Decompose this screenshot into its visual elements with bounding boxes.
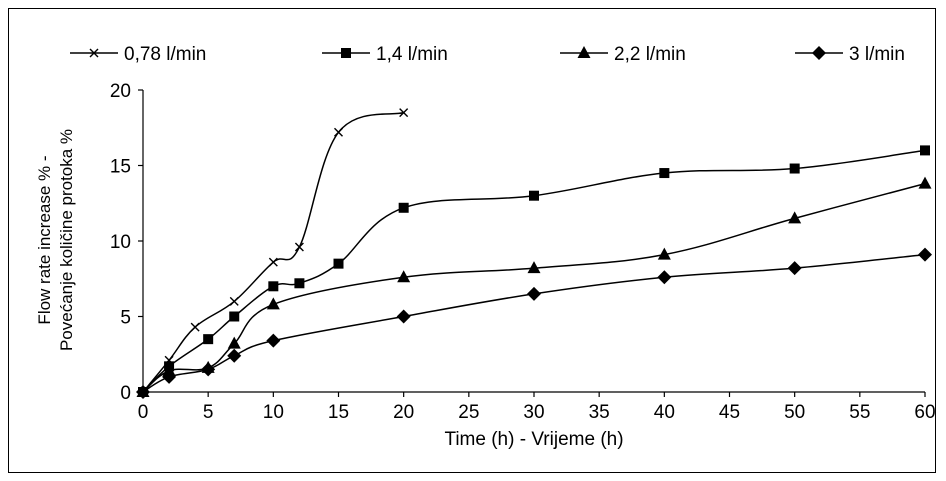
data-point <box>527 286 541 301</box>
x-tick-label: 15 <box>328 402 349 423</box>
data-point <box>918 176 932 189</box>
legend-item: 3 l/min <box>795 44 905 65</box>
data-point <box>294 242 304 252</box>
data-point <box>398 202 409 213</box>
data-point <box>659 168 670 179</box>
data-point <box>397 270 411 283</box>
data-point <box>266 297 280 310</box>
series-lines <box>142 111 926 393</box>
data-point <box>334 127 343 137</box>
legend-marker <box>341 48 351 58</box>
data-point <box>529 190 539 201</box>
data-point <box>657 247 671 260</box>
x-tick-label: 20 <box>393 402 414 423</box>
legend: 0,78 l/min 1,4 l/min 2,2 l/min 3 l/min <box>70 44 905 65</box>
x-tick-label: 10 <box>263 402 284 423</box>
x-tick-label: 5 <box>203 402 214 423</box>
data-point <box>333 258 344 269</box>
data-point <box>229 311 240 322</box>
x-tick-label: 50 <box>784 402 805 423</box>
x-tick-label: 60 <box>914 402 935 423</box>
data-point <box>190 322 200 332</box>
y-tick-label: 10 <box>110 232 131 253</box>
y-tick-label: 5 <box>120 308 131 329</box>
legend-item: 0,78 l/min <box>70 44 206 65</box>
data-point <box>268 281 279 292</box>
data-point <box>201 362 216 377</box>
data-point <box>399 108 409 118</box>
data-point <box>203 334 214 345</box>
data-point <box>227 336 241 349</box>
chart-frame <box>8 8 936 473</box>
legend-label: 2,2 l/min <box>614 44 686 65</box>
legend-label: 3 l/min <box>849 44 905 65</box>
y-tick-label: 15 <box>110 157 131 178</box>
y-axis-title-line-2: Povećanje količine protoka % <box>57 129 76 351</box>
data-point <box>788 211 802 224</box>
legend-marker <box>89 48 99 58</box>
data-point <box>229 296 239 306</box>
x-tick-label: 35 <box>589 402 610 423</box>
data-point <box>136 385 150 399</box>
data-point <box>789 163 800 174</box>
legend-item: 2,2 l/min <box>560 44 686 65</box>
y-tick-label: 20 <box>110 81 131 102</box>
data-point <box>920 145 930 156</box>
data-point <box>266 333 281 348</box>
data-point <box>396 309 411 324</box>
x-tick-label: 40 <box>654 402 675 423</box>
series-markers <box>136 108 932 399</box>
x-axis-title: Time (h) - Vrijeme (h) <box>444 429 623 450</box>
data-point <box>162 363 176 376</box>
data-point <box>162 369 177 384</box>
y-tick-label: 0 <box>120 383 131 404</box>
legend-marker <box>812 46 826 60</box>
y-axis-title: Flow rate increase % - Povećanje količin… <box>35 129 76 351</box>
x-tick-label: 30 <box>523 402 544 423</box>
x-tick-label: 55 <box>849 402 870 423</box>
legend-item: 1,4 l/min <box>322 44 448 65</box>
data-point <box>294 278 305 289</box>
data-point <box>268 257 278 267</box>
legend-marker <box>577 46 591 58</box>
x-tick-label: 0 <box>138 402 149 423</box>
legend-label: 0,78 l/min <box>124 44 206 65</box>
data-point <box>527 261 541 274</box>
x-tick-label: 45 <box>719 402 740 423</box>
data-point <box>918 247 932 262</box>
legend-label: 1,4 l/min <box>376 44 448 65</box>
y-axis-title-line-1: Flow rate increase % - <box>35 155 54 324</box>
axes: 0 5 10 15 20 0 5 10 15 20 25 30 35 40 45 50 55 60 <box>110 81 936 423</box>
data-point <box>787 261 802 276</box>
series-line-1 <box>142 111 404 393</box>
data-point <box>657 270 672 285</box>
x-tick-label: 25 <box>458 402 479 423</box>
data-point <box>227 348 242 363</box>
